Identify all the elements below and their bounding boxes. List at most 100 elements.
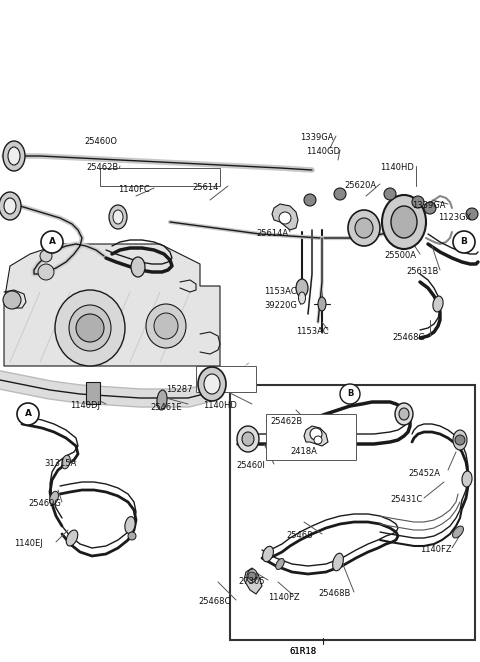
Text: 25462B: 25462B <box>86 164 118 173</box>
Circle shape <box>41 231 63 253</box>
Text: 25614A: 25614A <box>256 230 288 238</box>
Ellipse shape <box>453 526 464 538</box>
Ellipse shape <box>4 198 16 214</box>
Text: 2418A: 2418A <box>290 448 317 457</box>
Ellipse shape <box>113 210 123 224</box>
Bar <box>266 414 356 460</box>
Text: 1140HD: 1140HD <box>380 164 414 173</box>
Ellipse shape <box>355 218 373 238</box>
Circle shape <box>76 314 104 342</box>
Text: 25631B: 25631B <box>406 267 438 277</box>
Ellipse shape <box>55 290 125 366</box>
Ellipse shape <box>125 516 135 534</box>
Circle shape <box>384 188 396 200</box>
Circle shape <box>40 250 52 262</box>
Ellipse shape <box>296 279 308 297</box>
Ellipse shape <box>198 367 226 401</box>
Text: B: B <box>347 389 353 399</box>
Circle shape <box>424 202 436 214</box>
Text: 25431C: 25431C <box>390 495 422 504</box>
Text: 25620A: 25620A <box>344 181 376 191</box>
Ellipse shape <box>0 192 21 220</box>
Circle shape <box>412 196 424 208</box>
Text: 61R18: 61R18 <box>289 647 317 657</box>
Bar <box>100 168 220 186</box>
Ellipse shape <box>109 205 127 229</box>
Circle shape <box>17 403 39 425</box>
Text: 25469G: 25469G <box>28 500 61 508</box>
Circle shape <box>3 291 21 309</box>
Text: 31315A: 31315A <box>44 459 76 469</box>
Ellipse shape <box>433 296 443 312</box>
Ellipse shape <box>66 530 78 546</box>
Text: 1140HD: 1140HD <box>203 401 237 410</box>
Text: 25462B: 25462B <box>270 418 302 426</box>
Ellipse shape <box>263 546 274 562</box>
Ellipse shape <box>391 206 417 238</box>
Ellipse shape <box>348 210 380 246</box>
Circle shape <box>310 428 322 440</box>
Ellipse shape <box>131 257 145 277</box>
Circle shape <box>340 384 360 404</box>
Ellipse shape <box>69 305 111 351</box>
Text: 25460I: 25460I <box>236 461 265 471</box>
Polygon shape <box>4 244 220 366</box>
Ellipse shape <box>395 403 413 425</box>
Ellipse shape <box>154 313 178 339</box>
Ellipse shape <box>146 304 186 348</box>
Text: 1153AC: 1153AC <box>264 287 297 297</box>
Text: 25468C: 25468C <box>198 598 230 606</box>
Bar <box>196 366 256 392</box>
Ellipse shape <box>333 553 343 571</box>
Ellipse shape <box>3 141 25 171</box>
Ellipse shape <box>462 471 472 487</box>
Text: 25468G: 25468G <box>392 334 425 342</box>
Ellipse shape <box>382 195 426 249</box>
Text: 25468B: 25468B <box>318 589 350 598</box>
Text: 1140FZ: 1140FZ <box>420 545 452 555</box>
Circle shape <box>279 212 291 224</box>
Ellipse shape <box>299 292 305 304</box>
Text: 61R18: 61R18 <box>289 647 317 657</box>
Ellipse shape <box>157 390 167 410</box>
Circle shape <box>128 532 136 540</box>
Text: 25460O: 25460O <box>84 138 117 146</box>
Circle shape <box>314 436 322 444</box>
Circle shape <box>38 264 54 280</box>
Text: 25452A: 25452A <box>408 469 440 479</box>
Text: 25614: 25614 <box>192 183 218 193</box>
Text: 25468: 25468 <box>286 532 312 540</box>
Ellipse shape <box>276 559 284 569</box>
Ellipse shape <box>49 491 59 504</box>
Polygon shape <box>272 204 298 230</box>
Text: 1140FC: 1140FC <box>118 185 150 195</box>
Text: A: A <box>48 238 56 246</box>
Polygon shape <box>244 568 262 594</box>
Text: 25461E: 25461E <box>150 402 181 412</box>
Ellipse shape <box>242 432 254 446</box>
Text: 1153AC: 1153AC <box>296 328 329 336</box>
Text: 27305: 27305 <box>238 577 264 587</box>
Bar <box>86 382 100 404</box>
Text: B: B <box>461 238 468 246</box>
Ellipse shape <box>399 408 409 420</box>
Circle shape <box>455 435 465 445</box>
Text: 1140FZ: 1140FZ <box>268 594 300 602</box>
Ellipse shape <box>8 147 20 165</box>
Circle shape <box>304 194 316 206</box>
Text: 1140GD: 1140GD <box>306 148 340 156</box>
Circle shape <box>466 208 478 220</box>
Ellipse shape <box>204 374 220 394</box>
Polygon shape <box>304 426 328 446</box>
Circle shape <box>248 572 256 580</box>
Text: 25500A: 25500A <box>384 252 416 261</box>
Text: 1140EJ: 1140EJ <box>14 540 43 549</box>
Circle shape <box>334 188 346 200</box>
Text: 1339GA: 1339GA <box>412 201 445 211</box>
Text: 1339GA: 1339GA <box>300 134 334 142</box>
Ellipse shape <box>62 455 70 469</box>
Ellipse shape <box>318 297 326 311</box>
Text: 1123GX: 1123GX <box>438 214 471 222</box>
Text: 39220G: 39220G <box>264 301 297 310</box>
Ellipse shape <box>247 569 257 583</box>
